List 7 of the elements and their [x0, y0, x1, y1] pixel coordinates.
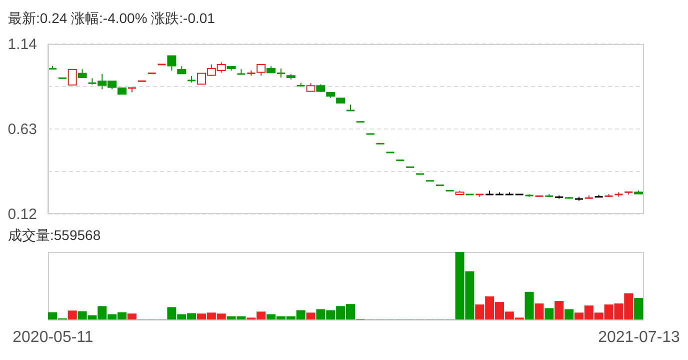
chart-title: 最新:0.24 涨幅:-4.00% 涨跌:-0.01 [8, 9, 216, 28]
y-tick-label: 0.12 [8, 206, 37, 223]
x-tick-label: 2021-07-13 [598, 329, 680, 346]
x-tick-label: 2020-05-11 [12, 329, 94, 346]
y-tick-label: 1.14 [8, 36, 37, 53]
chart-title: 成交量:559568 [8, 227, 101, 243]
y-tick-label: 0.63 [8, 121, 37, 138]
